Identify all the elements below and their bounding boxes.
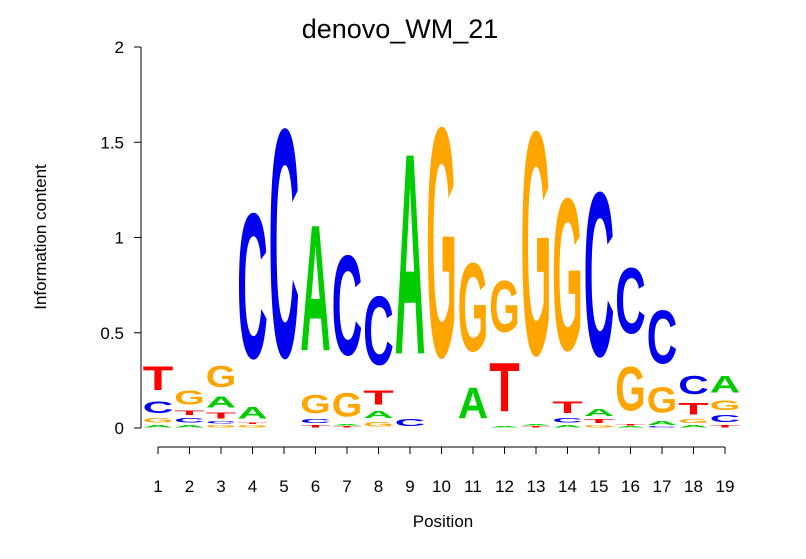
logo-letter-a: A xyxy=(206,394,237,411)
x-tick-label: 9 xyxy=(405,477,414,496)
logo-letter-a: A xyxy=(300,186,331,388)
logo-letter-c: C xyxy=(552,417,582,424)
chart-title: denovo_WM_21 xyxy=(302,14,499,44)
x-tick-label: 14 xyxy=(558,477,577,496)
logo-letter-a: A xyxy=(552,424,582,428)
x-tick-label: 16 xyxy=(621,477,640,496)
logo-letter-c: C xyxy=(584,142,614,405)
x-axis: 1 2 3 4 5 6 7 8 9 10 11 12 13 14 15 16 17 18 19 xyxy=(153,446,735,496)
logo-letter-g: G xyxy=(647,380,677,420)
logo-letter-a: A xyxy=(363,409,394,421)
logo-letter-g: G xyxy=(552,153,582,397)
y-axis-label: Information content xyxy=(31,164,50,310)
logo-letter-c: C xyxy=(332,227,362,386)
logo-letter-c: C xyxy=(678,371,708,400)
y-axis: 0 0.5 1 1.5 2 xyxy=(100,38,142,438)
logo-letter-t: T xyxy=(363,386,393,409)
logo-letter-g: G xyxy=(458,237,488,377)
x-tick-label: 8 xyxy=(374,477,383,496)
logo-letter-g: G xyxy=(363,420,394,427)
logo-letter-g: G xyxy=(615,355,645,425)
x-tick-label: 15 xyxy=(590,477,609,496)
logo-letter-g: G xyxy=(584,424,614,428)
x-tick-label: 12 xyxy=(495,477,514,496)
logo-letter-c: C xyxy=(615,249,645,353)
logo-letter-a: A xyxy=(332,424,362,426)
logo-letter-c: C xyxy=(363,276,393,387)
x-axis-label: Position xyxy=(413,512,473,531)
logo-letter-a: A xyxy=(395,93,426,415)
logo-letter-g: G xyxy=(521,66,551,423)
logo-letter-g: G xyxy=(332,386,362,424)
x-tick-label: 2 xyxy=(185,477,194,496)
logo-letter-t: T xyxy=(552,397,583,416)
logo-letter-c: C xyxy=(395,416,426,428)
logo-letter-a: A xyxy=(584,407,615,419)
logo-letter-c: C xyxy=(206,420,236,424)
logo-letter-a: A xyxy=(489,426,519,428)
logo-letter-t: T xyxy=(678,399,709,418)
logo-letter-t: T xyxy=(237,422,268,424)
logo-letter-c: C xyxy=(710,413,741,425)
logo-letter-t: T xyxy=(615,424,646,426)
x-tick-label: 13 xyxy=(527,477,546,496)
logo-letter-c: C xyxy=(143,398,173,417)
logo-letter-g: G xyxy=(300,390,330,419)
logo-letter-t: T xyxy=(332,426,363,428)
logo-letter-g: G xyxy=(710,398,740,413)
logo-letter-g: G xyxy=(489,267,519,348)
x-tick-label: 11 xyxy=(464,477,482,496)
x-tick-label: 17 xyxy=(653,477,672,496)
y-tick-label: 0 xyxy=(115,419,124,438)
logo-letter-t: T xyxy=(143,360,173,398)
logo-letter-t: T xyxy=(489,348,519,426)
logo-letter-g: G xyxy=(426,58,456,426)
logo-letter-t: T xyxy=(206,411,237,420)
x-tick-label: 1 xyxy=(153,477,162,496)
logo-letter-g: G xyxy=(206,424,236,428)
x-tick-label: 4 xyxy=(248,477,257,496)
logo-letter-a: A xyxy=(521,424,551,426)
logo-letter-t: T xyxy=(300,424,331,428)
logo-letter-a: A xyxy=(710,371,740,397)
logo-letter-a: A xyxy=(647,421,678,427)
y-tick-label: 1 xyxy=(115,229,124,248)
logo-letter-t: T xyxy=(174,409,205,417)
x-tick-label: 10 xyxy=(432,477,451,496)
logo-letter-a: A xyxy=(678,424,708,428)
logo-letter-t: T xyxy=(710,424,741,428)
logo-letter-c: C xyxy=(647,295,677,380)
x-tick-label: 6 xyxy=(311,477,320,496)
logo-letter-t: T xyxy=(521,426,552,428)
x-tick-label: 7 xyxy=(342,477,351,496)
x-tick-label: 5 xyxy=(279,477,288,496)
logo-letter-c: C xyxy=(269,62,299,427)
logo-letter-c: C xyxy=(647,426,677,428)
logo-letter-c: C xyxy=(300,419,331,425)
logo-letter-c: C xyxy=(174,417,204,424)
logo-letter-a: A xyxy=(174,424,204,428)
logo-letter-a: A xyxy=(615,426,645,428)
logo-letter-g: G xyxy=(206,360,236,394)
logo-letter-a: A xyxy=(237,403,267,422)
logo-letter-g: G xyxy=(174,386,204,409)
y-tick-label: 1.5 xyxy=(100,133,124,152)
logo-letter-c: C xyxy=(237,169,267,402)
logo-letter-g: G xyxy=(237,424,267,428)
y-tick-label: 0.5 xyxy=(100,324,124,343)
logo-letter-g: G xyxy=(678,419,708,425)
logo-letter-a: A xyxy=(143,424,173,428)
y-tick-label: 2 xyxy=(115,38,124,57)
logo-letter-a: A xyxy=(458,379,488,428)
logo-letter-g: G xyxy=(143,417,174,424)
logo-letter-t: T xyxy=(584,418,615,424)
x-tick-label: 18 xyxy=(684,477,703,496)
x-tick-label: 19 xyxy=(716,477,735,496)
x-tick-label: 3 xyxy=(216,477,225,496)
